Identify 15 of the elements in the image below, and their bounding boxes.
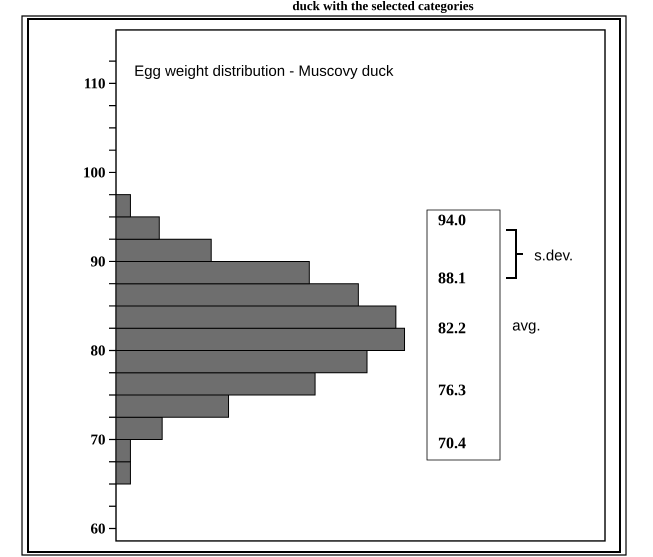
text: Egg weight distribution - Muscovy duck: [135, 64, 394, 79]
text: 76.3: [438, 384, 466, 396]
text: 82.2: [438, 322, 466, 334]
y-tick-label: 70: [91, 434, 105, 445]
text: s.dev.: [534, 249, 572, 260]
y-tick-label: 60: [91, 523, 105, 534]
text: 70.4: [438, 438, 466, 448]
y-tick-label: 100: [84, 167, 105, 178]
text: 88.1: [438, 272, 466, 284]
chart-title: duck with the selected categories: [292, 1, 474, 13]
y-tick-label: 90: [90, 256, 105, 266]
y-tick-label: 80: [90, 345, 105, 356]
y-tick-label: 110: [85, 78, 105, 88]
text: avg.: [512, 322, 540, 334]
text: 94.0: [438, 214, 466, 226]
